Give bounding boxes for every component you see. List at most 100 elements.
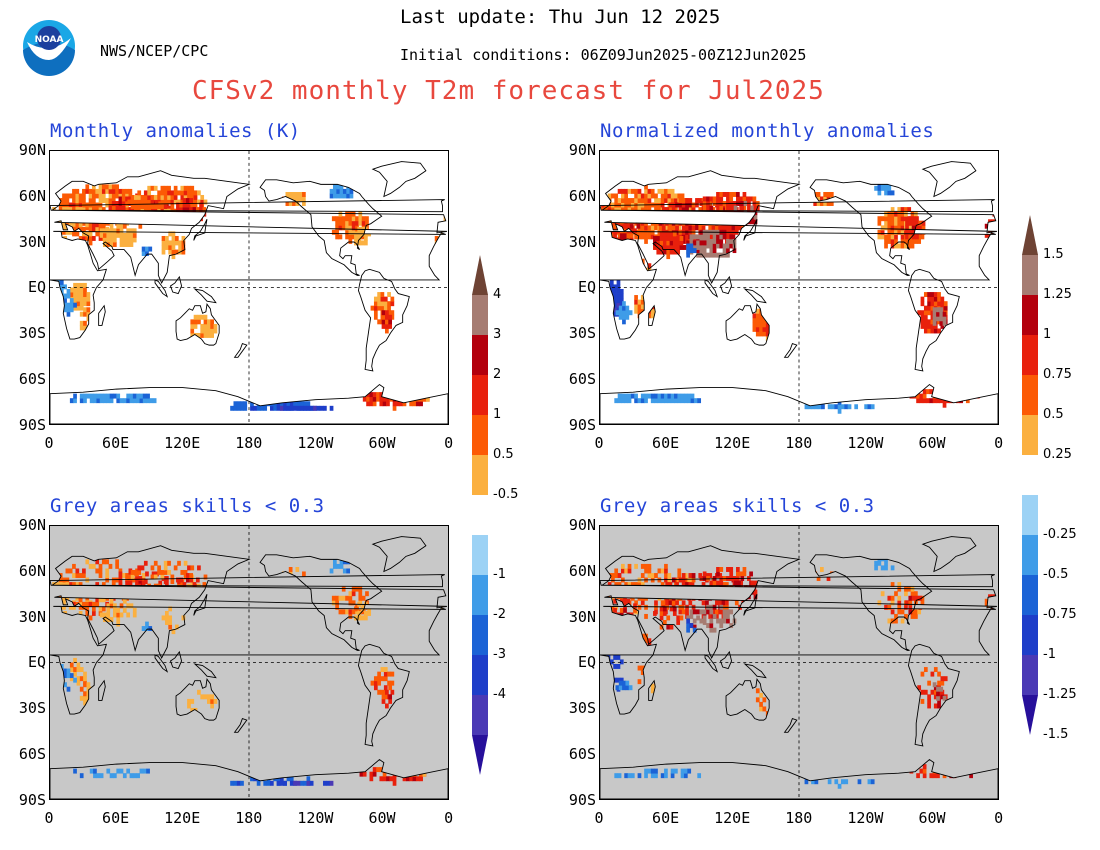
colorbar-swatch	[472, 535, 488, 575]
lat-label: 90S	[568, 415, 596, 434]
lat-label: 30N	[568, 607, 596, 626]
normalized-map-top-right	[599, 150, 999, 425]
colorbar-swatch	[1022, 335, 1038, 375]
lon-label: 60E	[652, 809, 680, 827]
lat-label: 60N	[18, 186, 46, 205]
agency-label: NWS/NCEP/CPC	[100, 42, 209, 60]
lon-label: 180	[235, 434, 263, 452]
coastlines	[600, 536, 998, 799]
colorbar-swatch	[1022, 415, 1038, 455]
colorbar-swatch	[1022, 615, 1038, 655]
lon-label: 0	[994, 434, 1004, 452]
colorbar-label: -0.5	[493, 487, 519, 502]
colorbar-bottom-arrow	[472, 735, 488, 775]
lat-label: 90S	[18, 415, 46, 434]
colorbar-swatch	[472, 455, 488, 495]
colorbar-top-arrow	[472, 255, 488, 295]
colorbar-label: -1.25	[1043, 687, 1077, 702]
panel-title-bl: Grey areas skills < 0.3	[50, 495, 325, 517]
colorbar-label: -0.5	[1043, 567, 1069, 582]
panel-title-tr: Normalized monthly anomalies	[600, 120, 935, 142]
lon-label: 0	[594, 809, 604, 827]
lat-label: 30S	[568, 699, 596, 718]
lat-label: 90S	[18, 790, 46, 809]
colorbar-label: 1	[493, 407, 502, 422]
lat-label: 60S	[568, 370, 596, 388]
colorbar-swatch	[1022, 535, 1038, 575]
colorbar-swatch	[472, 695, 488, 735]
lon-label: 0	[44, 434, 54, 452]
lat-label: 30N	[18, 232, 46, 251]
lat-label: 90S	[568, 790, 596, 809]
lon-label: 180	[785, 434, 813, 452]
lon-label: 60W	[368, 809, 396, 827]
colorbar-label: -3	[493, 647, 506, 662]
colorbar-label: -2	[493, 607, 506, 622]
coastlines	[50, 536, 448, 799]
coastlines	[50, 161, 448, 424]
colorbar-swatch	[1022, 255, 1038, 295]
colorbar-label: 4	[493, 287, 502, 302]
colorbar-label: -0.25	[1043, 527, 1077, 542]
lon-label: 0	[594, 434, 604, 452]
colorbar-swatch	[472, 375, 488, 415]
lon-label: 180	[785, 809, 813, 827]
initial-conditions-text: Initial conditions: 06Z09Jun2025-00Z12Ju…	[400, 46, 807, 64]
lat-label: 60S	[18, 745, 46, 763]
colorbar-label: -1	[1043, 647, 1056, 662]
colorbar-label: -0.75	[1043, 607, 1077, 622]
lat-label: 90N	[568, 516, 596, 534]
lat-label: 30N	[18, 607, 46, 626]
lat-label: 60N	[18, 561, 46, 580]
lon-label: 0	[444, 434, 454, 452]
colorbar-bottom-arrow	[1022, 695, 1038, 735]
colorbar-swatch	[472, 655, 488, 695]
lon-label: 120E	[714, 809, 751, 827]
panel-title-br: Grey areas skills < 0.3	[600, 495, 875, 517]
lon-label: 0	[994, 809, 1004, 827]
lon-label: 60E	[652, 434, 680, 452]
colorbar-label: 1	[1043, 327, 1052, 342]
colorbar-swatch	[1022, 375, 1038, 415]
colorbar-label: -1	[493, 567, 506, 582]
panel-title-tl: Monthly anomalies (K)	[50, 120, 301, 142]
colorbar-top-arrow	[1022, 215, 1038, 255]
lon-label: 120W	[297, 809, 334, 827]
lon-label: 60W	[918, 809, 946, 827]
lat-label: 90N	[18, 141, 46, 159]
colorbar-label: 0.5	[1043, 407, 1064, 422]
lon-label: 0	[444, 809, 454, 827]
colorbar-swatch	[1022, 455, 1038, 495]
lat-label: EQ	[27, 653, 46, 672]
main-title: CFSv2 monthly T2m forecast for Jul2025	[192, 76, 825, 106]
colorbar-swatch	[1022, 575, 1038, 615]
lat-label: 30S	[18, 324, 46, 343]
lon-label: 120E	[164, 809, 201, 827]
lat-label: 60N	[568, 561, 596, 580]
lon-label: 120W	[847, 434, 884, 452]
colorbar-label: 1.25	[1043, 287, 1072, 302]
coastlines	[600, 161, 998, 424]
colorbar-swatch	[472, 295, 488, 335]
colorbar-label: 2	[493, 367, 502, 382]
lon-label: 60E	[102, 809, 130, 827]
lon-label: 0	[44, 809, 54, 827]
lat-label: EQ	[27, 278, 46, 297]
anomaly-map-top-left	[49, 150, 449, 425]
lon-label: 60W	[918, 434, 946, 452]
colorbar-label: 1.5	[1043, 247, 1064, 262]
logo-text: NOAA	[35, 35, 64, 45]
lon-label: 60W	[368, 434, 396, 452]
lat-label: EQ	[577, 653, 596, 672]
lat-label: 60N	[568, 186, 596, 205]
colorbar-swatch	[472, 335, 488, 375]
colorbar-label: -1.5	[1043, 727, 1069, 742]
lon-label: 120E	[164, 434, 201, 452]
colorbar-swatch	[1022, 655, 1038, 695]
last-update-text: Last update: Thu Jun 12 2025	[400, 6, 721, 28]
lon-label: 180	[235, 809, 263, 827]
colorbar-label: 0.25	[1043, 447, 1072, 462]
lat-label: 30S	[568, 324, 596, 343]
lon-label: 120E	[714, 434, 751, 452]
masked-normalized-map-bottom-right	[599, 525, 999, 800]
